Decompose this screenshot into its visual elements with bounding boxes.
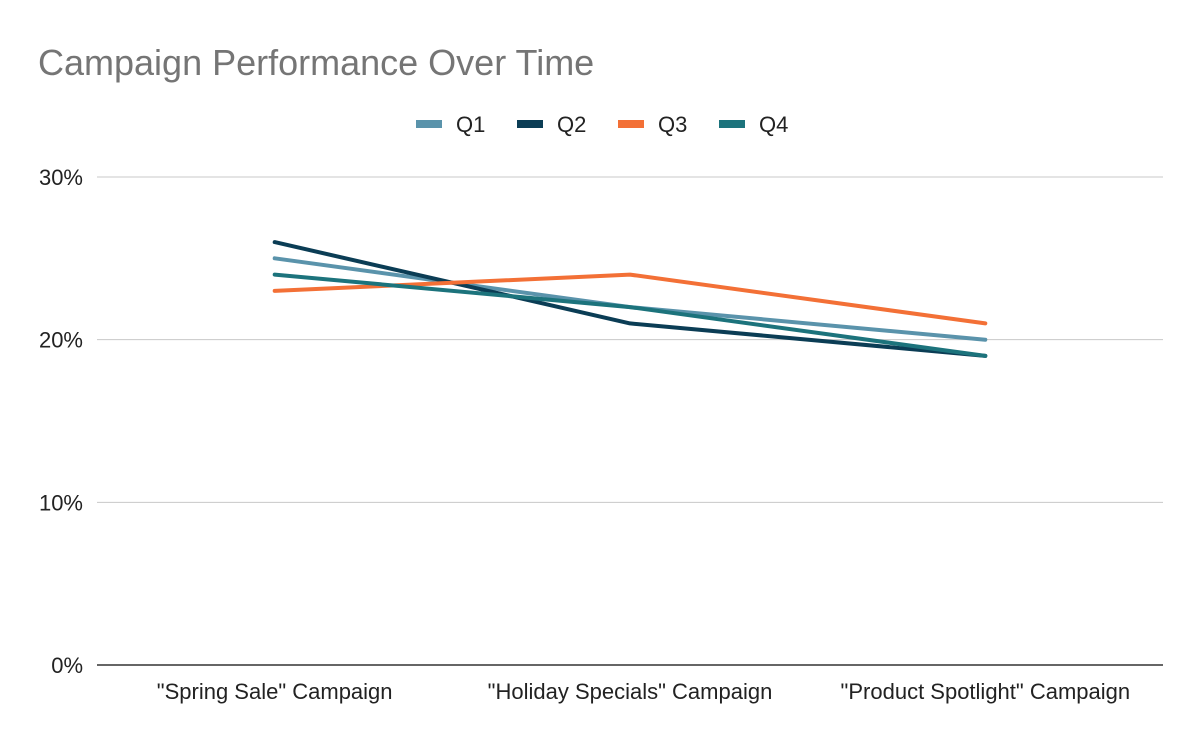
legend-item-q3: Q3 <box>618 112 687 137</box>
y-axis-tick-labels: 0% 10% 20% 30% <box>39 165 83 678</box>
x-tick-label: "Product Spotlight" Campaign <box>841 679 1131 704</box>
grid-lines <box>97 176 1163 666</box>
chart-title: Campaign Performance Over Time <box>38 42 594 83</box>
legend: Q1 Q2 Q3 Q4 <box>416 112 788 137</box>
y-tick-label: 0% <box>51 653 83 678</box>
legend-item-q2: Q2 <box>517 112 586 137</box>
y-tick-label: 10% <box>39 490 83 515</box>
x-axis-tick-labels: "Spring Sale" Campaign "Holiday Specials"… <box>157 679 1130 704</box>
x-tick-label: "Spring Sale" Campaign <box>157 679 393 704</box>
y-tick-label: 20% <box>39 328 83 353</box>
series-line-q2 <box>272 240 988 358</box>
x-tick-label: "Holiday Specials" Campaign <box>488 679 773 704</box>
legend-swatch <box>517 120 543 128</box>
series-line-q3 <box>272 272 988 326</box>
legend-swatch <box>416 120 442 128</box>
legend-item-q1: Q1 <box>416 112 485 137</box>
legend-label: Q4 <box>759 112 788 137</box>
legend-label: Q3 <box>658 112 687 137</box>
legend-label: Q1 <box>456 112 485 137</box>
legend-swatch <box>719 120 745 128</box>
legend-swatch <box>618 120 644 128</box>
series-line-q4 <box>272 272 988 358</box>
y-tick-label: 30% <box>39 165 83 190</box>
series-lines <box>272 240 988 358</box>
legend-label: Q2 <box>557 112 586 137</box>
series-line-q1 <box>272 256 988 342</box>
legend-item-q4: Q4 <box>719 112 788 137</box>
